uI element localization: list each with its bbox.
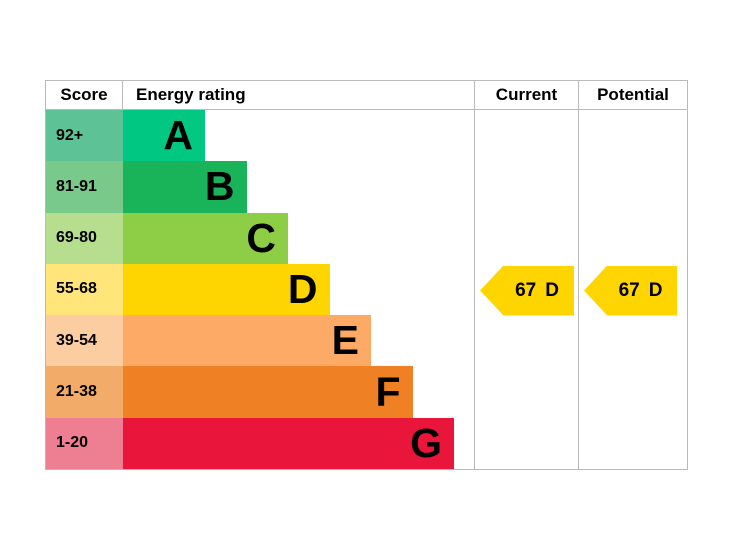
header-current: Current bbox=[474, 81, 578, 109]
band-row: 81-91 B bbox=[46, 161, 474, 213]
header-energy-rating: Energy rating bbox=[136, 85, 246, 104]
band-bar: G bbox=[123, 417, 454, 469]
band-row: 55-68 D bbox=[46, 263, 474, 316]
header-score: Score bbox=[46, 81, 123, 109]
band-bar: E bbox=[123, 315, 371, 367]
table-body: 92+ A 81-91 B 69-80 C 55-68 D 39-54 E 21… bbox=[46, 110, 687, 469]
band-bar: D bbox=[123, 263, 330, 316]
potential-band-letter: D bbox=[648, 279, 663, 301]
band-letter: B bbox=[204, 163, 235, 210]
band-row: 39-54 E bbox=[46, 315, 474, 367]
band-letter: C bbox=[246, 214, 276, 261]
potential-rating-arrow: 67 D bbox=[584, 265, 677, 316]
band-score-range: 55-68 bbox=[46, 263, 123, 316]
band-letter: G bbox=[410, 419, 442, 466]
band-score-range: 39-54 bbox=[46, 315, 123, 367]
band-letter: D bbox=[287, 265, 318, 312]
epc-table: Score Energy rating Current Potential 92… bbox=[45, 80, 688, 470]
current-rating-arrow: 67 D bbox=[480, 265, 574, 316]
band-bar: B bbox=[123, 161, 247, 213]
band-bar: C bbox=[123, 212, 288, 264]
band-score-range: 92+ bbox=[46, 110, 123, 162]
band-score-range: 81-91 bbox=[46, 161, 123, 213]
current-score-value: 67 bbox=[515, 279, 537, 301]
band-row: 69-80 C bbox=[46, 212, 474, 264]
band-letter: F bbox=[375, 368, 401, 415]
table-header-row: Score Energy rating Current Potential bbox=[46, 81, 687, 110]
band-score-range: 21-38 bbox=[46, 366, 123, 418]
band-letter: A bbox=[163, 112, 193, 159]
current-band-letter: D bbox=[545, 279, 559, 301]
band-bar: A bbox=[123, 110, 205, 162]
band-score-range: 69-80 bbox=[46, 212, 123, 264]
band-row: 92+ A bbox=[46, 110, 474, 162]
band-rows: 92+ A 81-91 B 69-80 C 55-68 D 39-54 E 21… bbox=[46, 110, 474, 469]
band-row: 1-20 G bbox=[46, 417, 474, 469]
potential-column-divider bbox=[578, 110, 579, 469]
band-row: 21-38 F bbox=[46, 366, 474, 418]
band-letter: E bbox=[331, 317, 359, 364]
potential-score-value: 67 bbox=[618, 279, 640, 301]
header-potential: Potential bbox=[578, 81, 687, 109]
current-column-divider bbox=[474, 110, 475, 469]
band-score-range: 1-20 bbox=[46, 417, 123, 469]
band-bar: F bbox=[123, 366, 413, 418]
